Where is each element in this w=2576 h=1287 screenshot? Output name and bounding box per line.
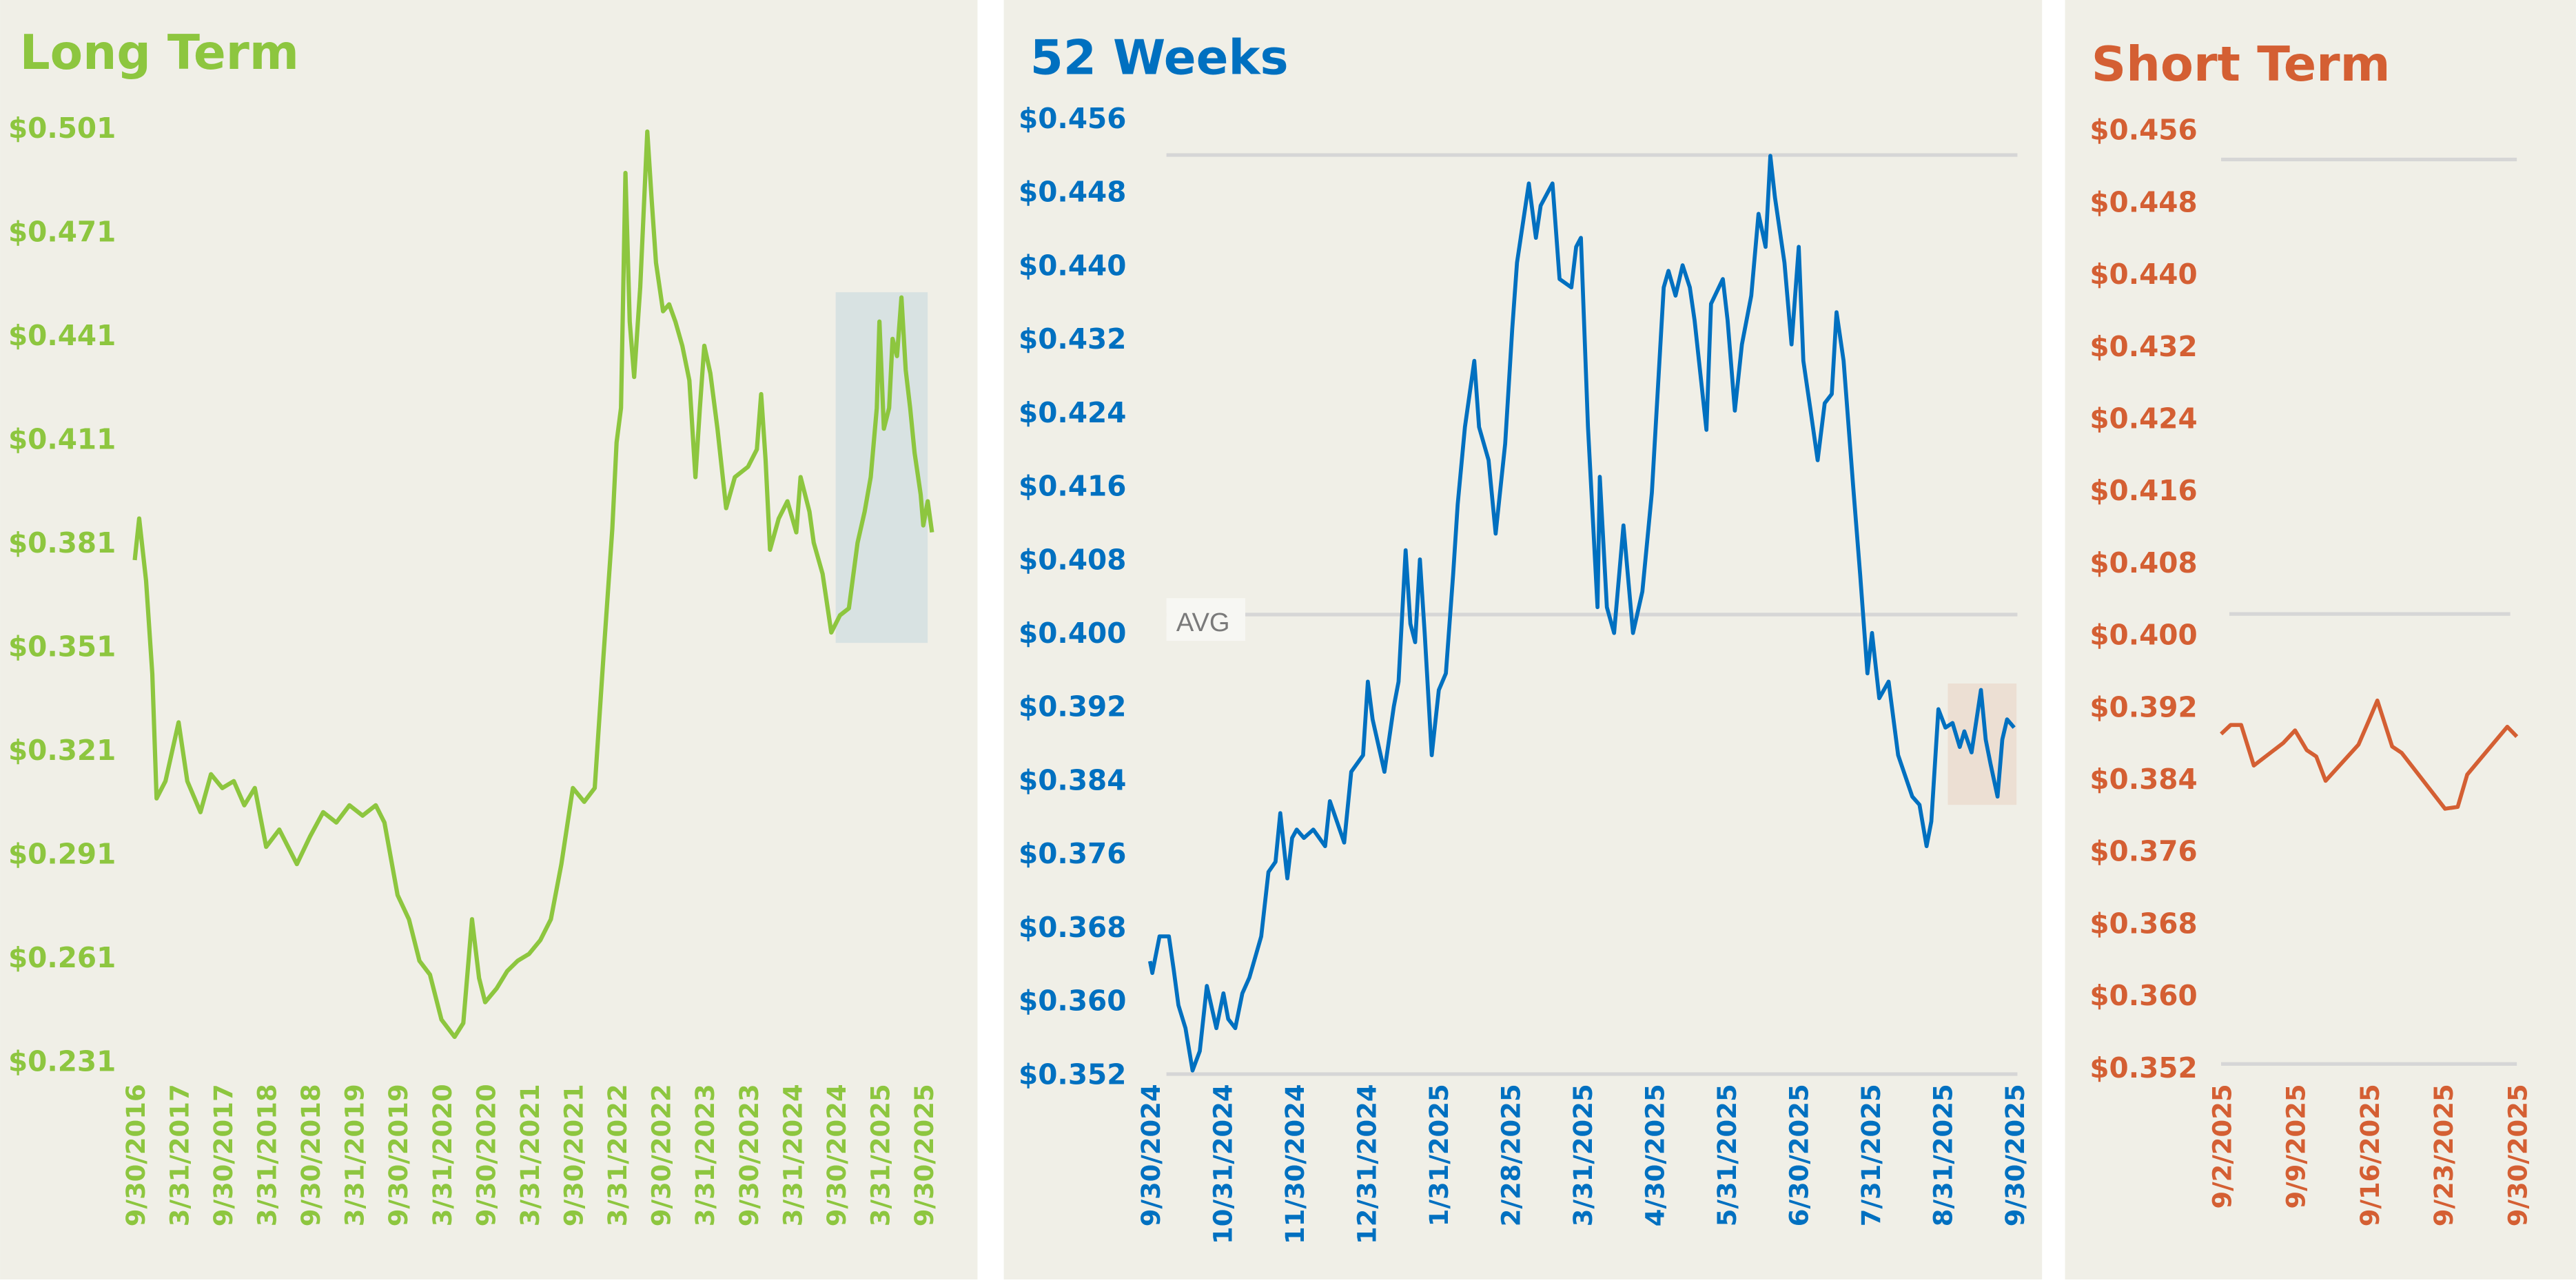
mid-x-tick-label: 7/31/2025 bbox=[1857, 1084, 1886, 1226]
short-price-line bbox=[2220, 698, 2519, 811]
long-y-tick-label: $0.261 bbox=[8, 941, 116, 974]
long-y-tick-label: $0.411 bbox=[8, 423, 116, 456]
mid-y-tick-label: $0.400 bbox=[1019, 617, 1126, 650]
long-x-tick-label: 9/30/2019 bbox=[384, 1084, 413, 1226]
long-x-tick-label: 9/30/2024 bbox=[822, 1084, 852, 1226]
long-term-title: Long Term bbox=[20, 25, 299, 81]
long-term-panel bbox=[0, 0, 978, 1280]
mid-y-tick-label: $0.408 bbox=[1019, 543, 1126, 576]
mid-price-line bbox=[1147, 154, 2016, 1073]
short-x-tick-label: 9/30/2025 bbox=[2503, 1084, 2533, 1226]
mid-x-tick-label: 9/30/2024 bbox=[1136, 1084, 1166, 1226]
long-x-tick-label: 3/31/2023 bbox=[691, 1084, 720, 1226]
mid-x-tick-label: 6/30/2025 bbox=[1784, 1084, 1814, 1226]
short-y-tick-label: $0.416 bbox=[2089, 474, 2197, 507]
long-x-tick-label: 3/31/2021 bbox=[515, 1084, 545, 1226]
short-x-tick-label: 9/9/2025 bbox=[2282, 1084, 2311, 1208]
mid-x-tick-label: 1/31/2025 bbox=[1424, 1084, 1454, 1226]
short-y-tick-label: $0.456 bbox=[2089, 114, 2197, 147]
long-x-tick-label: 3/31/2022 bbox=[603, 1084, 633, 1226]
long-y-tick-label: $0.441 bbox=[8, 319, 116, 352]
long-x-tick-label: 3/31/2018 bbox=[253, 1084, 283, 1226]
mid-x-tick-label: 12/31/2024 bbox=[1353, 1084, 1382, 1244]
long-x-tick-label: 3/31/2019 bbox=[340, 1084, 370, 1226]
mid-y-tick-label: $0.352 bbox=[1019, 1058, 1126, 1091]
long-y-tick-label: $0.501 bbox=[8, 112, 116, 145]
short-y-tick-label: $0.392 bbox=[2089, 690, 2197, 723]
short-term-chart: $0.456 $0.448 $0.440 $0.432 $0.424 $0.416 $0.4… bbox=[2089, 114, 2533, 1227]
long-x-tick-label: 9/30/2018 bbox=[296, 1084, 326, 1226]
short-x-tick-label: 9/16/2025 bbox=[2355, 1084, 2385, 1226]
short-y-tick-label: $0.360 bbox=[2089, 979, 2197, 1012]
short-term-title: Short Term bbox=[2092, 37, 2391, 92]
long-price-line bbox=[132, 129, 934, 1040]
short-y-tick-label: $0.424 bbox=[2089, 402, 2197, 435]
long-x-tick-label: 3/31/2024 bbox=[778, 1084, 808, 1226]
mid-avg-label-box bbox=[1166, 598, 1246, 641]
mid-x-tick-label: 10/31/2024 bbox=[1209, 1084, 1238, 1244]
52-weeks-chart: AVG $0.456 $0.448 $0.440 $0.432 $0.424 $0.416 $… bbox=[1019, 102, 2030, 1244]
long-y-tick-label: $0.291 bbox=[8, 837, 116, 870]
short-y-tick-label: $0.352 bbox=[2089, 1051, 2197, 1084]
short-term-panel bbox=[2065, 0, 2576, 1280]
long-x-tick-label: 3/31/2020 bbox=[428, 1084, 458, 1226]
mid-y-tick-label: $0.376 bbox=[1019, 837, 1126, 870]
mid-y-tick-label: $0.456 bbox=[1019, 102, 1126, 135]
long-x-tick-label: 3/31/2017 bbox=[165, 1084, 194, 1226]
mid-x-tick-label: 11/30/2024 bbox=[1280, 1084, 1310, 1244]
long-x-tick-label: 9/30/2021 bbox=[560, 1084, 589, 1226]
mid-y-tick-label: $0.424 bbox=[1019, 396, 1126, 429]
short-x-tick-label: 9/23/2025 bbox=[2429, 1084, 2459, 1226]
short-y-tick-label: $0.448 bbox=[2089, 185, 2197, 218]
mid-avg-label: AVG bbox=[1176, 608, 1230, 637]
long-y-tick-label: $0.321 bbox=[8, 734, 116, 767]
long-x-tick-label: 9/30/2025 bbox=[910, 1084, 939, 1226]
long-x-tick-label: 9/30/2017 bbox=[209, 1084, 238, 1226]
long-y-tick-label: $0.471 bbox=[8, 216, 116, 249]
short-x-tick-label: 9/2/2025 bbox=[2207, 1084, 2237, 1208]
long-y-tick-label: $0.351 bbox=[8, 630, 116, 663]
mid-y-tick-label: $0.448 bbox=[1019, 176, 1126, 209]
short-y-tick-label: $0.408 bbox=[2089, 546, 2197, 579]
long-x-tick-label: 9/30/2023 bbox=[735, 1084, 764, 1226]
mid-x-tick-label: 4/30/2025 bbox=[1641, 1084, 1670, 1226]
short-y-tick-label: $0.400 bbox=[2089, 619, 2197, 652]
short-y-tick-label: $0.440 bbox=[2089, 258, 2197, 291]
52-weeks-title: 52 Weeks bbox=[1030, 30, 1289, 85]
mid-y-tick-label: $0.384 bbox=[1019, 763, 1126, 796]
short-y-tick-label: $0.384 bbox=[2089, 763, 2197, 796]
mid-x-tick-label: 3/31/2025 bbox=[1568, 1084, 1598, 1226]
long-x-tick-label: 9/30/2020 bbox=[471, 1084, 501, 1226]
long-y-tick-label: $0.231 bbox=[8, 1044, 116, 1078]
short-y-tick-label: $0.432 bbox=[2089, 330, 2197, 363]
long-x-tick-label: 9/30/2016 bbox=[121, 1084, 151, 1226]
mid-y-tick-label: $0.368 bbox=[1019, 911, 1126, 944]
mid-x-tick-label: 8/31/2025 bbox=[1928, 1084, 1958, 1226]
mid-y-tick-label: $0.432 bbox=[1019, 322, 1126, 356]
long-term-chart: $0.501 $0.471 $0.441 $0.411 $0.381 $0.351 $0.3… bbox=[8, 112, 939, 1226]
long-x-tick-label: 9/30/2022 bbox=[647, 1084, 677, 1226]
mid-y-tick-label: $0.360 bbox=[1019, 985, 1126, 1018]
long-y-tick-label: $0.381 bbox=[8, 526, 116, 559]
mid-x-tick-label: 9/30/2025 bbox=[2001, 1084, 2030, 1226]
mid-y-tick-label: $0.416 bbox=[1019, 470, 1126, 503]
short-y-tick-label: $0.368 bbox=[2089, 907, 2197, 940]
mid-x-tick-label: 2/28/2025 bbox=[1497, 1084, 1526, 1226]
mid-x-tick-label: 5/31/2025 bbox=[1713, 1084, 1742, 1226]
long-x-tick-label: 3/31/2025 bbox=[866, 1084, 896, 1226]
mid-y-tick-label: $0.392 bbox=[1019, 690, 1126, 723]
short-y-tick-label: $0.376 bbox=[2089, 835, 2197, 868]
mid-y-tick-label: $0.440 bbox=[1019, 249, 1126, 282]
